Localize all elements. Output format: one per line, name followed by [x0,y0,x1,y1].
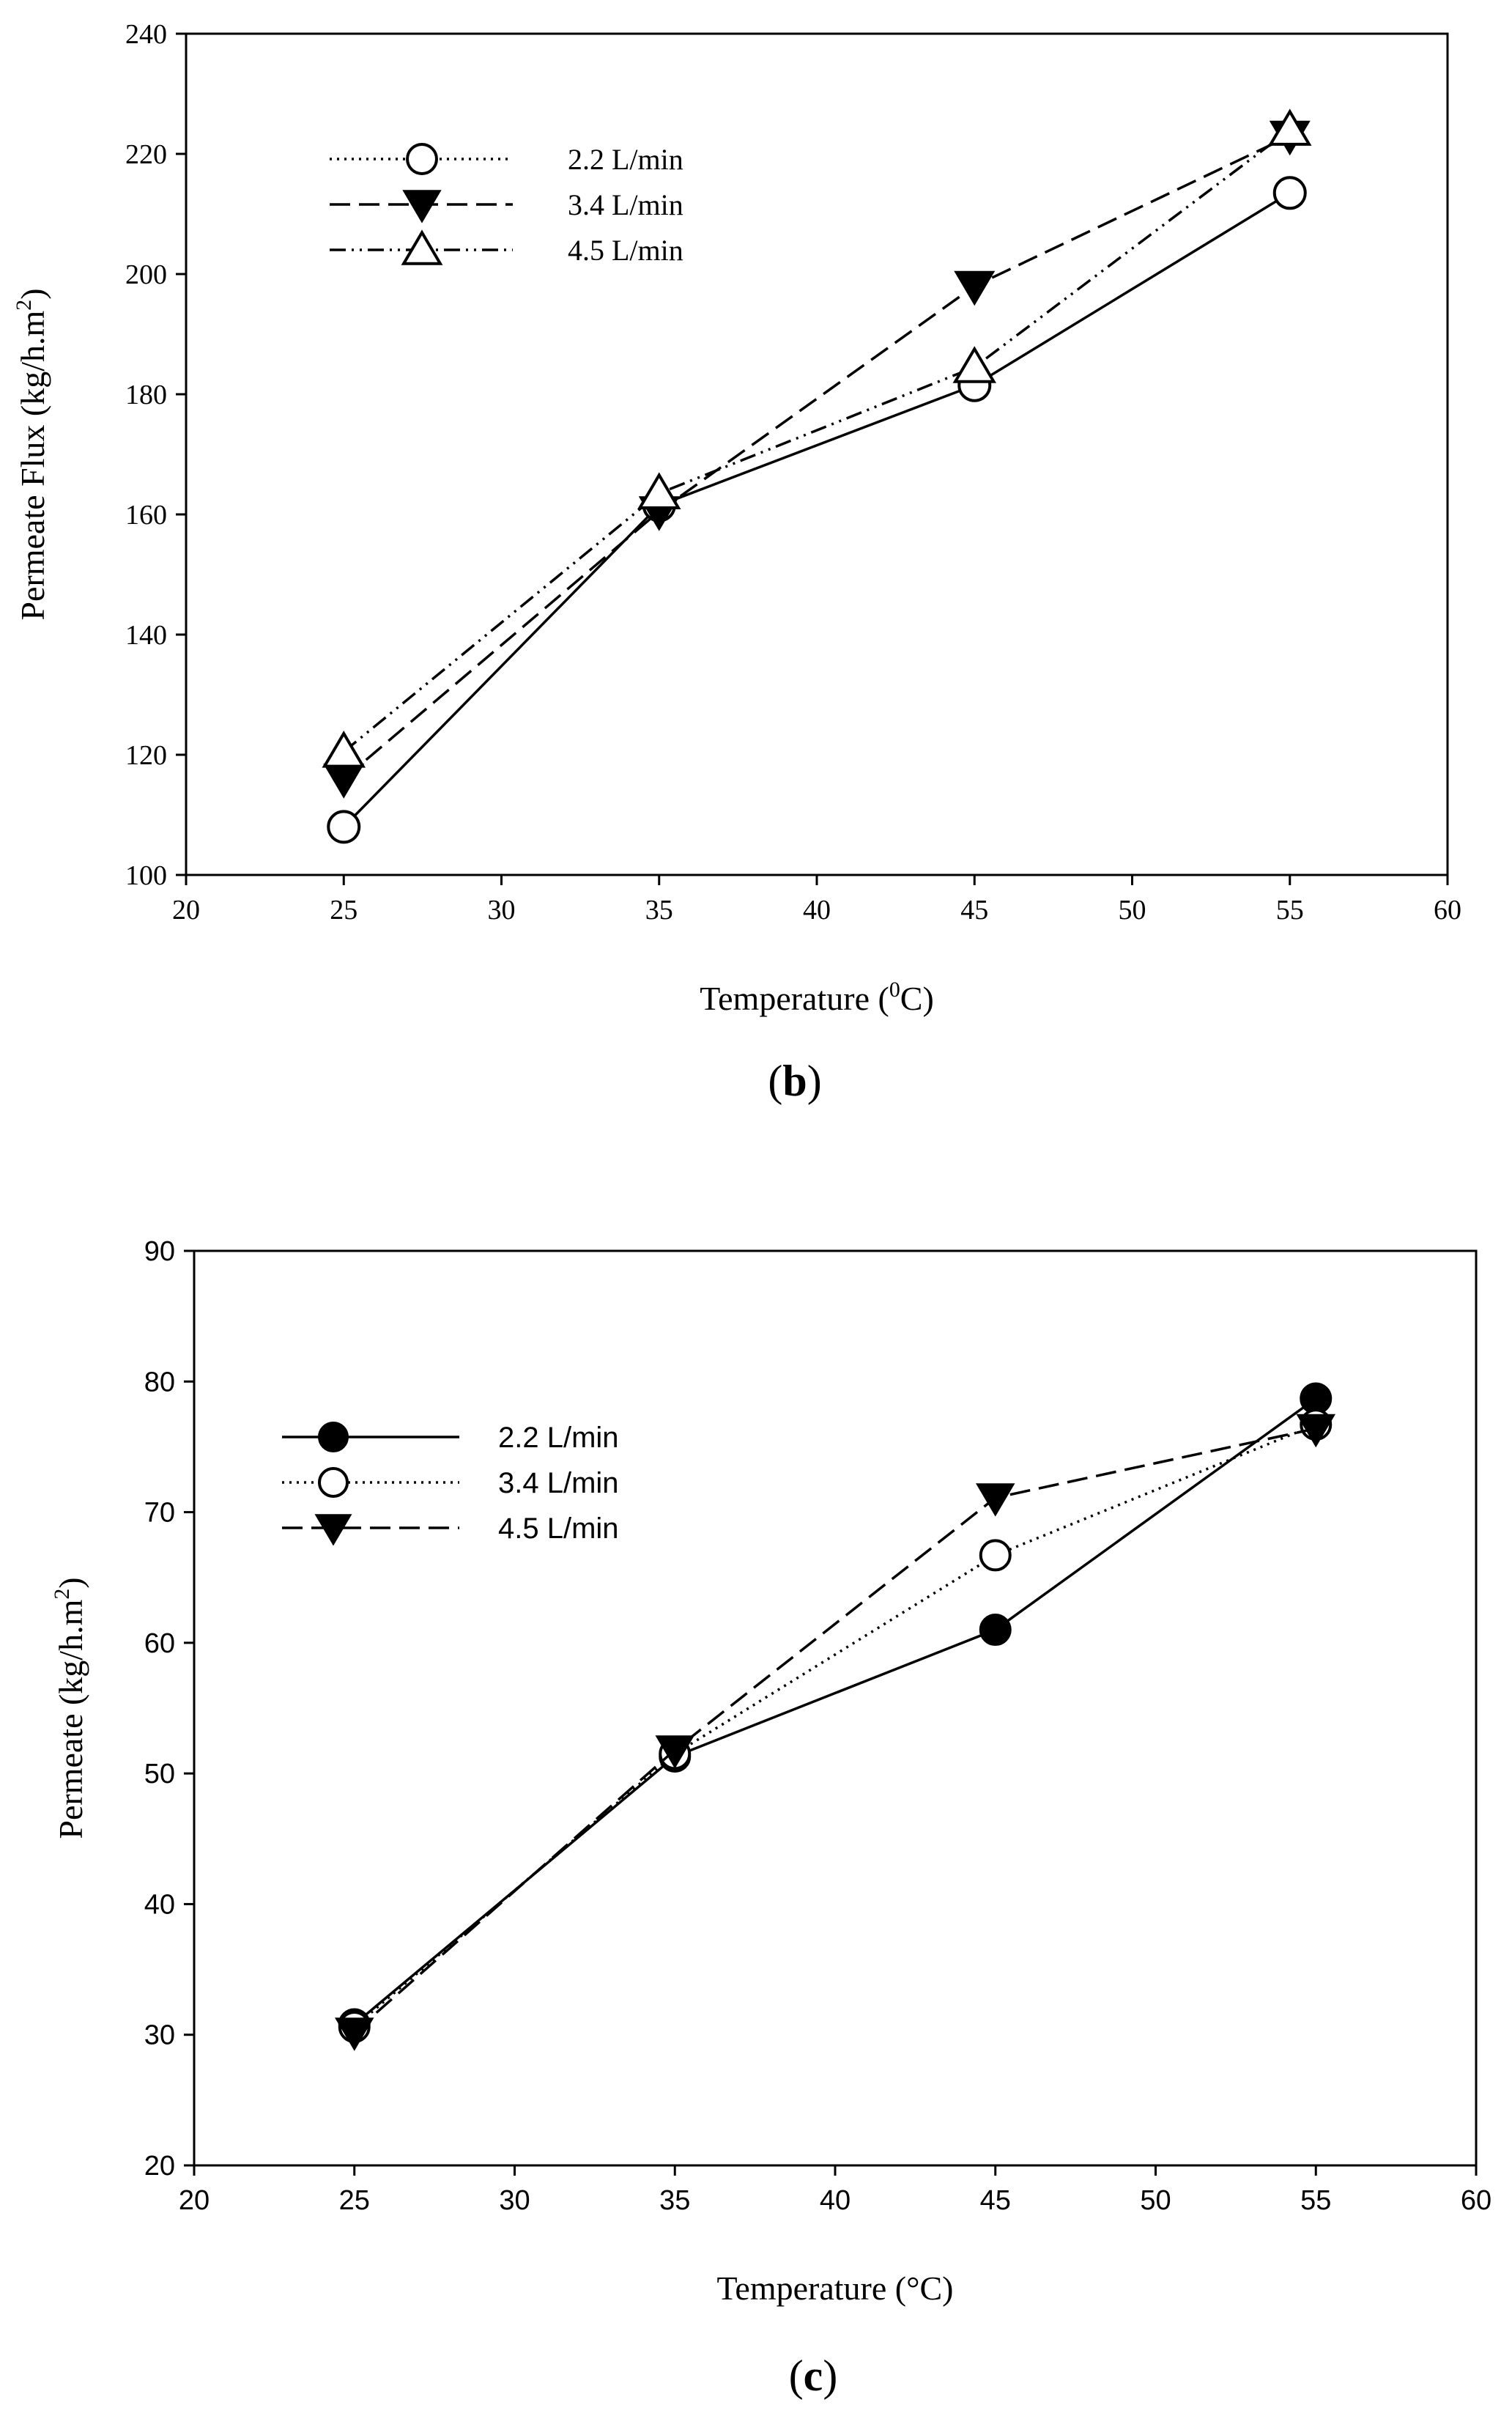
y-axis-label-suffix: ) [14,288,51,299]
y-tick-label: 200 [125,259,167,290]
legend-marker [406,143,438,175]
series-4-5-L-min [335,1414,1335,2051]
y-tick-label: 80 [144,1367,175,1397]
y-tick-label: 70 [144,1498,175,1529]
legend-marker [318,1467,349,1498]
y-tick-label: 40 [144,1889,175,1920]
data-point [1296,1414,1335,1448]
data-point [976,1483,1015,1517]
x-tick-label: 30 [488,895,516,926]
legend-marker [318,1422,349,1452]
y-axis-label: Permeate Flux (kg/h.m2) [12,288,51,620]
x-tick-label: 35 [659,2185,690,2216]
x-axis-label: Temperature (°C) [717,2269,954,2307]
x-tick-label: 55 [1276,895,1304,926]
panel-label-close: ) [823,2352,837,2400]
data-point [952,346,996,383]
y-tick-label: 30 [144,2020,175,2051]
x-tick-label: 45 [980,2185,1011,2216]
y-tick-label: 120 [125,740,167,771]
data-point [637,472,681,509]
data-point [979,1614,1012,1647]
x-tick-label: 60 [1461,2185,1491,2216]
data-point [322,731,366,768]
panel-label-close: ) [807,1057,822,1105]
legend-marker [314,1514,352,1546]
series-2-2-L-min [338,1382,1333,2041]
x-tick-label: 40 [820,2185,850,2216]
x-tick-label: 50 [1119,895,1146,926]
y-axis-label: Permeate (kg/h.m2) [50,1577,89,1839]
x-tick-label: 25 [330,895,357,926]
data-point [655,1735,694,1769]
legend-label: 3.4 L/min [568,188,683,221]
x-tick-label: 30 [499,2185,530,2216]
x-axis-label-superscript: 0 [889,978,900,1002]
panel-label-letter: c [804,2352,823,2400]
y-axis-label-superscript: 2 [12,300,36,311]
y-axis-label-suffix: ) [52,1577,89,1588]
y-tick-label: 50 [144,1759,175,1789]
x-tick-label: 55 [1300,2185,1331,2216]
y-tick-label: 160 [125,500,167,531]
data-point [323,764,365,799]
data-point [1272,176,1307,210]
legend-label: 4.5 L/min [568,234,683,267]
y-tick-label: 140 [125,620,167,651]
series-line [343,191,1291,828]
panel-label-open: ( [789,2352,804,2400]
y-tick-label: 100 [125,860,167,891]
series-line [343,128,1291,753]
x-tick-label: 35 [645,895,673,926]
series-line [343,134,1291,780]
chart-panel-c: 20 25 30 35 40 45 50 55 60 20 30 40 50 60 70 80 90 Temper… [50,1236,1491,2400]
y-axis-label-superscript: 2 [50,1589,74,1600]
panel-label: (c) [789,2352,838,2400]
series-line [353,1427,1316,2033]
x-tick-label: 60 [1434,895,1461,926]
panel-label: (b) [768,1057,821,1105]
series-line [353,1423,1316,2028]
legend-label: 3.4 L/min [498,1467,619,1499]
panel-label-open: ( [768,1057,782,1105]
y-tick-label: 20 [144,2151,175,2182]
x-tick-label: 40 [803,895,831,926]
data-point [1268,108,1312,146]
series-3-4-L-min [338,1408,1333,2044]
x-tick-label: 25 [339,2185,370,2216]
data-point [327,810,361,844]
x-axis-label-suffix: C) [900,980,934,1017]
plot-frame [193,1249,1478,2167]
x-axis-label: Temperature (0C) [700,978,934,1017]
x-tick-label: 50 [1140,2185,1171,2216]
y-tick-label: 90 [144,1236,175,1267]
legend-label: 4.5 L/min [498,1512,619,1545]
panel-label-letter: b [782,1057,807,1105]
x-tick-label: 20 [172,895,200,926]
y-tick-label: 220 [125,139,167,170]
legend-label: 2.2 L/min [498,1422,619,1454]
series-2-2-L-min [327,176,1307,844]
y-tick-label: 240 [125,19,167,50]
y-tick-label: 60 [144,1628,175,1659]
data-point [954,270,996,306]
x-tick-label: 45 [960,895,988,926]
data-point [335,2017,374,2051]
data-point [979,1539,1012,1572]
chart-panel-b: 20 25 30 35 40 45 50 55 601001201401601802002202… [12,19,1461,1105]
y-tick-label: 180 [125,380,167,410]
legend-marker [401,229,443,265]
legend-marker [402,190,442,224]
series-4-5-L-min [322,108,1312,768]
legend: 2.2 L/min 3.4 L/min 4.5 L/min [330,143,683,267]
legend: 2.2 L/min 3.4 L/min 4.5 L/min [282,1422,619,1546]
legend-label: 2.2 L/min [568,143,683,176]
x-tick-label: 20 [179,2185,210,2216]
